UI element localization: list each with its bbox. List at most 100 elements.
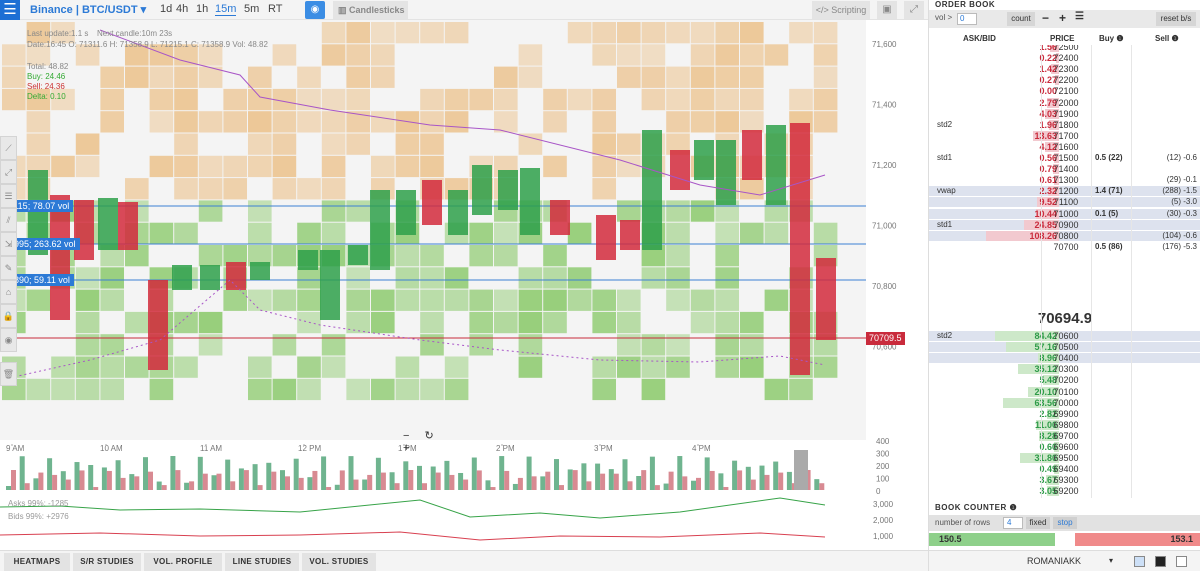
ask-row[interactable]: 13.63 71700 xyxy=(929,130,1200,141)
tab-line-studies[interactable]: LINE STUDIES xyxy=(225,553,299,571)
heatmap-cell xyxy=(494,289,518,311)
light-theme-icon[interactable] xyxy=(1134,556,1145,567)
ask-row[interactable]: 0.00 72100 xyxy=(929,86,1200,96)
line-label-2[interactable]: 70995; 263.62 vol xyxy=(0,238,80,250)
volume-bar xyxy=(471,457,477,490)
tab-vol-profile[interactable]: VOL. PROFILE xyxy=(144,553,222,571)
tab-heatmaps[interactable]: HEATMAPS xyxy=(4,553,70,571)
chart-area[interactable]: 71,600 71,400 71,200 71,000 70,800 70,600 9 AM… xyxy=(0,20,928,550)
scripting-button[interactable]: </> Scripting xyxy=(812,1,870,19)
bid-row[interactable]: 20.10 70100 xyxy=(929,386,1200,397)
camera-icon[interactable]: ▣ xyxy=(877,1,897,19)
eye-tool-icon[interactable]: ◉ xyxy=(0,328,17,352)
tab-1d[interactable]: 1d xyxy=(160,3,173,15)
bid-price: 69800 xyxy=(1053,419,1079,430)
measure-tool-icon[interactable]: ⇲ xyxy=(0,232,17,256)
bid-row[interactable]: 0.60 69600 xyxy=(929,442,1200,452)
bid-row[interactable]: 0.49 69400 xyxy=(929,464,1200,475)
bid-qty: 63.56 xyxy=(1034,397,1057,408)
increase-button[interactable]: + xyxy=(1059,11,1067,25)
zoom-out-icon[interactable]: − xyxy=(403,430,410,442)
bid-row[interactable]: 11.00 69800 xyxy=(929,419,1200,430)
bid-row[interactable]: 8.28 69700 xyxy=(929,430,1200,441)
ask-row[interactable]: 1.56 72500 xyxy=(929,45,1200,52)
tab-1h[interactable]: 1h xyxy=(196,3,209,15)
exchange-selector[interactable]: Binance | BTC/USDT ▾ xyxy=(30,3,146,16)
menu-icon[interactable]: ☰ xyxy=(0,0,20,20)
eye-icon[interactable]: ◉ xyxy=(305,1,325,19)
line-label-1[interactable]: 71115; 78.07 vol xyxy=(0,200,74,212)
lock-tool-icon[interactable]: 🔒 xyxy=(0,304,17,328)
magnet-tool-icon[interactable]: ⌂ xyxy=(0,280,17,304)
reset-bs-button[interactable]: reset b/s xyxy=(1156,12,1196,26)
tab-5m[interactable]: 5m xyxy=(244,3,260,15)
ask-row[interactable]: vwap 2.32 71200 1.4 (71) (288) -1.5 xyxy=(929,186,1200,197)
pencil-tool-icon[interactable]: ✎ xyxy=(0,256,17,280)
volume-bar xyxy=(641,470,647,490)
bid-row[interactable]: 31.80 69500 xyxy=(929,453,1200,464)
ask-row[interactable]: 108.26 70800 (104) -0.6 xyxy=(929,230,1200,241)
ask-row[interactable]: 4.03 71900 xyxy=(929,108,1200,119)
vol-filter-input[interactable]: 0 xyxy=(957,13,977,25)
fib-tool-icon[interactable]: ☰ xyxy=(0,184,17,208)
tab-4h[interactable]: 4h xyxy=(176,3,189,15)
ask-row[interactable]: 70700 0.5 (86) (176) -5.3 xyxy=(929,242,1200,252)
ask-row[interactable]: 1.42 72300 xyxy=(929,64,1200,75)
tab-15m[interactable]: 15m xyxy=(215,3,237,16)
heatmap-cell xyxy=(272,178,297,200)
bid-row[interactable]: 57.16 70500 xyxy=(929,342,1200,353)
ask-row[interactable]: std1 24.85 70900 xyxy=(929,219,1200,230)
candlesticks-button[interactable]: ▥ Candlesticks xyxy=(333,1,408,19)
bid-depth-bar xyxy=(1038,430,1059,441)
line-tool-icon[interactable]: ⟋ xyxy=(0,136,17,160)
count-toggle[interactable]: count xyxy=(1007,12,1035,26)
volume-bar xyxy=(230,481,236,490)
heatmap-chart[interactable]: 71,600 71,400 71,200 71,000 70,800 70,600 9 AM… xyxy=(0,20,928,550)
tab-sr-studies[interactable]: S/R STUDIES xyxy=(73,553,141,571)
expand-icon[interactable]: ⤢ xyxy=(904,1,924,19)
ask-row[interactable]: 2.79 72000 xyxy=(929,97,1200,108)
candle-body xyxy=(118,202,138,250)
line-label-3[interactable]: 70890; 59.11 vol xyxy=(0,274,74,286)
ask-row[interactable]: 10.44 71000 0.1 (5) (30) -0.3 xyxy=(929,208,1200,219)
bid-row[interactable]: 3.67 69300 xyxy=(929,475,1200,486)
ask-row[interactable]: 0.61 71300 (29) -0.1 xyxy=(929,175,1200,186)
ask-row[interactable]: 0.22 72400 xyxy=(929,53,1200,64)
fixed-button[interactable]: fixed xyxy=(1026,517,1050,529)
tab-vol-studies[interactable]: VOL. STUDIES xyxy=(302,553,376,571)
ray-tool-icon[interactable]: ⤢ xyxy=(0,160,17,184)
bid-row[interactable]: std2 84.42 70600 xyxy=(929,331,1200,341)
ask-row[interactable]: std2 1.96 71800 xyxy=(929,119,1200,130)
channel-tool-icon[interactable]: ⫽ xyxy=(0,208,17,232)
ask-row[interactable]: 0.79 71400 xyxy=(929,164,1200,175)
chevron-down-icon[interactable]: ▾ xyxy=(1109,556,1114,565)
bid-qty: 2.82 xyxy=(1039,408,1057,419)
trash-icon[interactable]: 🗑 xyxy=(0,362,17,386)
window-icon[interactable] xyxy=(1176,556,1187,567)
ask-row[interactable]: 4.12 71600 xyxy=(929,141,1200,152)
bid-row[interactable]: 5.48 70200 xyxy=(929,375,1200,386)
ask-row[interactable]: std1 0.56 71500 0.5 (22) (12) -0.6 xyxy=(929,153,1200,163)
bid-row[interactable]: 35.12 70300 xyxy=(929,364,1200,375)
bid-row[interactable]: 3.05 69200 xyxy=(929,486,1200,497)
heatmap-cell xyxy=(346,88,370,111)
delta-tick-label: 2,000 xyxy=(873,516,894,525)
stop-button[interactable]: stop xyxy=(1053,517,1077,529)
heatmap-cell xyxy=(666,222,690,244)
bid-row[interactable]: 63.56 70000 xyxy=(929,397,1200,408)
bid-row[interactable]: 8.96 70400 xyxy=(929,353,1200,364)
dark-theme-icon[interactable] xyxy=(1155,556,1166,567)
ask-row[interactable]: 0.27 72200 xyxy=(929,75,1200,86)
bid-price: 70000 xyxy=(1053,397,1079,408)
zoom-in-icon[interactable]: + xyxy=(403,442,410,454)
ask-row[interactable]: 9.52 71100 (5) -3.0 xyxy=(929,197,1200,208)
rows-input[interactable]: 4 xyxy=(1003,517,1023,529)
bid-row[interactable]: 27.1569100 xyxy=(929,497,1200,498)
zoom-reset-icon[interactable]: ↻ xyxy=(424,430,434,442)
tab-rt[interactable]: RT xyxy=(268,3,283,15)
user-selector[interactable]: ROMANIAKK xyxy=(1027,556,1082,566)
decrease-button[interactable]: − xyxy=(1042,11,1050,25)
bid-row[interactable]: 2.82 69900 xyxy=(929,408,1200,419)
order-book-rows[interactable]: 70694.9 1.56 72500 0.22 72400 1.42 72300 0.27 7… xyxy=(929,45,1200,498)
settings-icon[interactable]: ☰ xyxy=(1075,11,1084,22)
